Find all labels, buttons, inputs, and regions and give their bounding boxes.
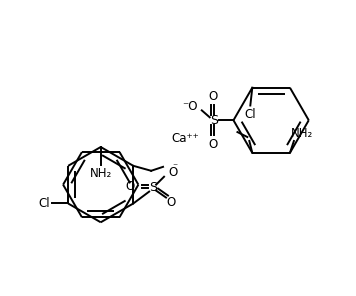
Text: NH₂: NH₂ bbox=[90, 167, 112, 180]
Text: ⁻O: ⁻O bbox=[182, 100, 198, 113]
Text: O: O bbox=[208, 138, 217, 151]
Text: S: S bbox=[210, 114, 218, 127]
Text: Ca⁺⁺: Ca⁺⁺ bbox=[171, 132, 199, 144]
Text: O: O bbox=[168, 166, 177, 179]
Text: NH₂: NH₂ bbox=[291, 127, 313, 139]
Text: O: O bbox=[166, 196, 176, 209]
Text: O: O bbox=[126, 180, 135, 193]
Text: Cl: Cl bbox=[245, 108, 256, 121]
Text: Cl: Cl bbox=[38, 197, 50, 210]
Text: S: S bbox=[149, 181, 157, 194]
Text: O: O bbox=[208, 90, 217, 103]
Text: ⁻: ⁻ bbox=[172, 162, 178, 172]
